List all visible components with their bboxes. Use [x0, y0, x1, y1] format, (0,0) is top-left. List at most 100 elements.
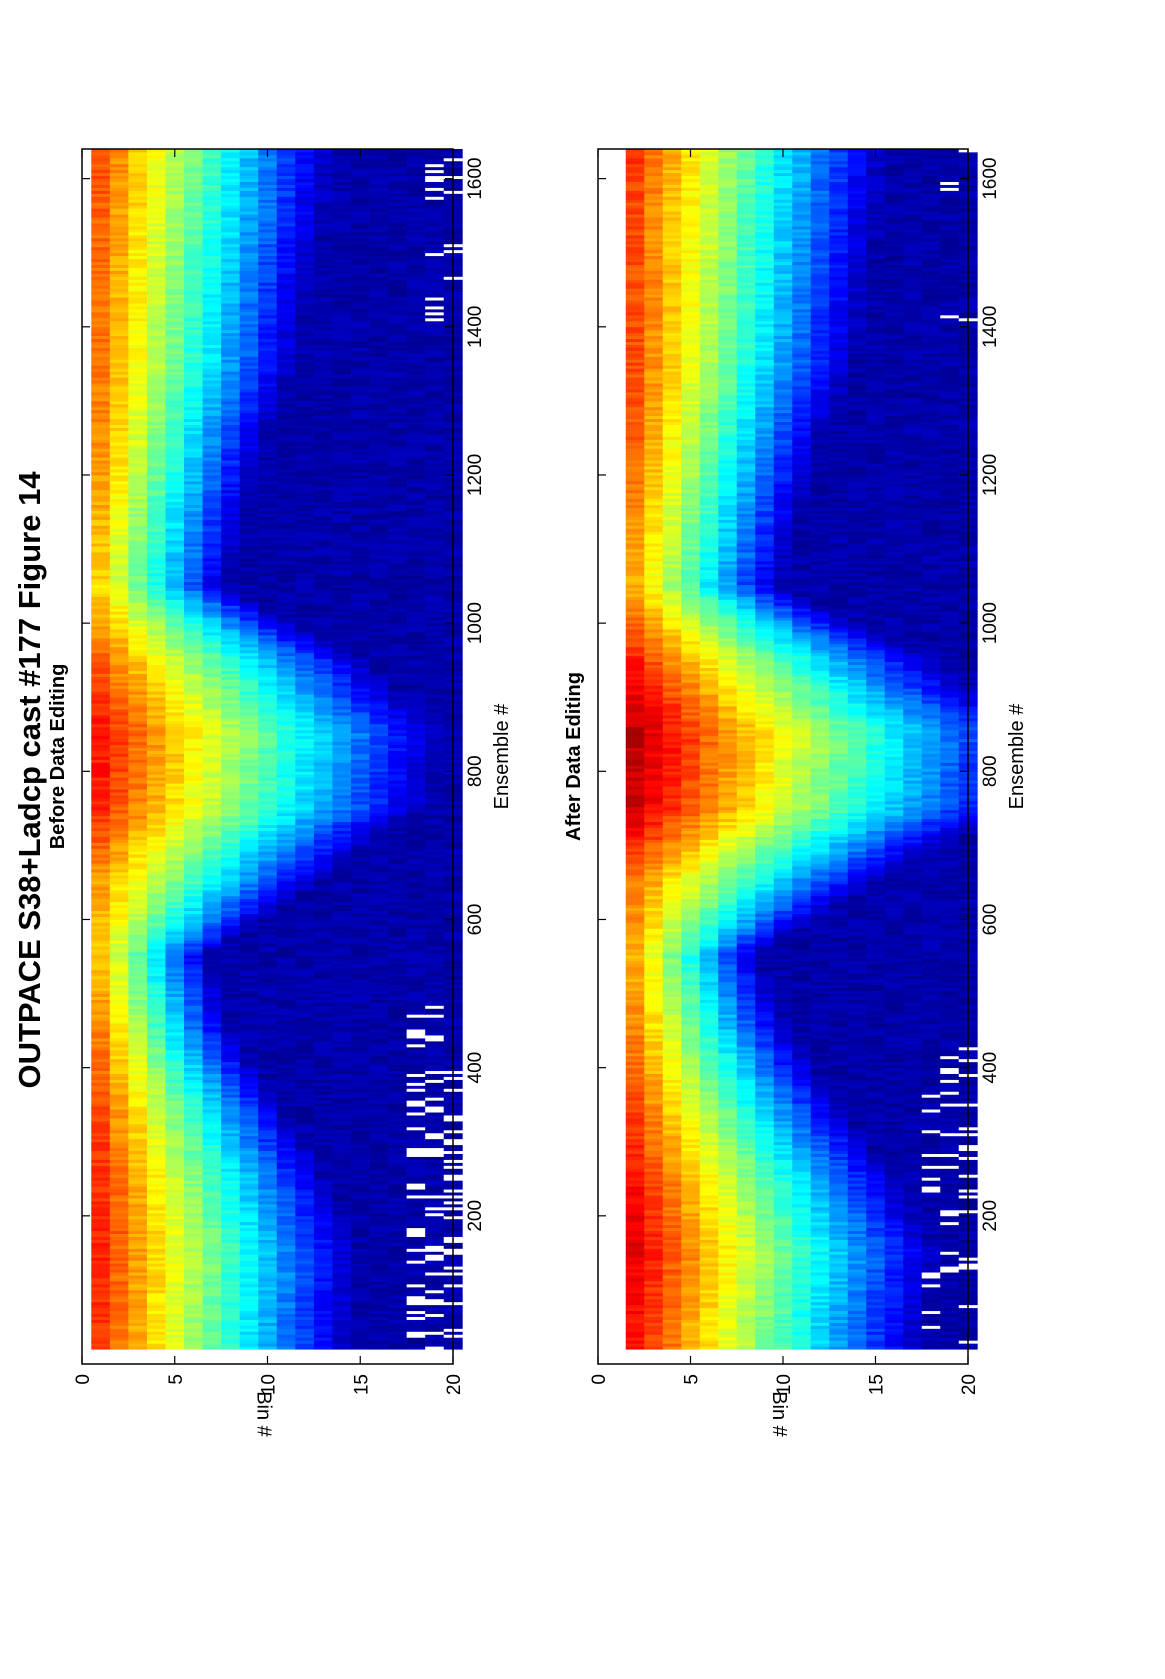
heatmap-cell [350, 1218, 370, 1223]
heatmap-cell [128, 1032, 148, 1036]
heatmap-cell [350, 860, 370, 864]
heatmap-cell [350, 848, 370, 852]
heatmap-cell [128, 1295, 148, 1300]
heatmap-cell [128, 1076, 148, 1080]
heatmap-cell [165, 907, 185, 911]
heatmap-cell [425, 1295, 445, 1300]
heatmap-cell [295, 635, 315, 639]
heatmap-cell [350, 1195, 370, 1199]
heatmap-cell [146, 886, 166, 891]
heatmap-cell [91, 1141, 111, 1146]
heatmap-cell [109, 854, 129, 858]
heatmap-cell [202, 652, 222, 657]
heatmap-cell [388, 1298, 408, 1303]
heatmap-cell [239, 1278, 259, 1282]
heatmap-cell [146, 952, 166, 956]
heatmap-cell [146, 670, 166, 674]
heatmap-cell [406, 1171, 426, 1175]
heatmap-cell [406, 922, 426, 926]
heatmap-cell [258, 1313, 278, 1317]
heatmap-cell [313, 824, 333, 829]
heatmap-cell [388, 646, 408, 651]
heatmap-cell [258, 1266, 278, 1270]
heatmap-cell [202, 1029, 222, 1033]
heatmap-cell [350, 913, 370, 917]
heatmap-cell [295, 803, 315, 808]
heatmap-cell [295, 1132, 315, 1137]
heatmap-cell [184, 1319, 203, 1323]
heatmap-cell [202, 1242, 222, 1246]
heatmap-cell [276, 1266, 296, 1270]
heatmap-cell [109, 1218, 129, 1223]
heatmap-cell [295, 1165, 315, 1169]
heatmap-cell [406, 771, 426, 775]
heatmap-cell [221, 747, 241, 751]
heatmap-cell [388, 1266, 408, 1270]
heatmap-cell [276, 1094, 296, 1098]
heatmap-cell [350, 1269, 370, 1273]
heatmap-cell [406, 1147, 426, 1152]
heatmap-cell [406, 1295, 426, 1300]
heatmap-cell [202, 1257, 222, 1261]
heatmap-cell [165, 1126, 185, 1131]
heatmap-cell [128, 608, 148, 612]
heatmap-cell [406, 617, 426, 621]
heatmap-cell [165, 715, 185, 719]
heatmap-cell [184, 664, 203, 668]
heatmap-cell [239, 723, 259, 728]
heatmap-cell [109, 774, 129, 778]
heatmap-cell [239, 863, 259, 867]
heatmap-cell [276, 741, 296, 746]
heatmap-cell [406, 1144, 426, 1149]
heatmap-cell [165, 910, 185, 914]
heatmap-cell [146, 658, 166, 663]
heatmap-cell [313, 1055, 333, 1060]
heatmap-cell [313, 765, 333, 769]
heatmap-cell [388, 1132, 408, 1137]
heatmap-cell [332, 712, 352, 716]
heatmap-cell [184, 916, 203, 920]
heatmap-cell [109, 1227, 129, 1232]
heatmap-cell [221, 1186, 241, 1190]
heatmap-cell [350, 1286, 370, 1291]
heatmap-cell [128, 1123, 148, 1128]
heatmap-cell [313, 1138, 333, 1143]
heatmap-cell [350, 901, 370, 906]
heatmap-cell [239, 854, 259, 858]
heatmap-cell [295, 1147, 315, 1152]
heatmap-cell [295, 1017, 315, 1021]
heatmap-cell [276, 1138, 296, 1143]
heatmap-cell [184, 1073, 203, 1077]
heatmap-cell [165, 771, 185, 775]
heatmap-cell [202, 750, 222, 754]
heatmap-cell [406, 854, 426, 858]
heatmap-cell [239, 913, 259, 917]
heatmap-cell [425, 1162, 445, 1166]
heatmap-cell [425, 1254, 445, 1258]
heatmap-cell [276, 875, 296, 879]
heatmap-cell [369, 809, 389, 814]
heatmap-cell [128, 1206, 148, 1211]
heatmap-cell [350, 1192, 370, 1196]
heatmap-cell [184, 795, 203, 799]
heatmap-cell [332, 960, 352, 965]
heatmap-cell [369, 958, 389, 962]
heatmap-cell [406, 1257, 426, 1261]
heatmap-cell [109, 670, 129, 674]
heatmap-cell [184, 821, 203, 826]
heatmap-cell [146, 1266, 166, 1270]
heatmap-cell [425, 738, 445, 743]
heatmap-cell [91, 1014, 111, 1018]
heatmap-cell [295, 1233, 315, 1237]
heatmap-cell [332, 1301, 352, 1306]
heatmap-cell [406, 1123, 426, 1128]
heatmap-cell [91, 1189, 111, 1193]
heatmap-cell [165, 984, 185, 989]
heatmap-cell [313, 1106, 333, 1110]
heatmap-cell [184, 1283, 203, 1288]
heatmap-cell [109, 1020, 129, 1024]
heatmap-cell [425, 1040, 445, 1045]
heatmap-cell [295, 1123, 315, 1128]
heatmap-cell [295, 1032, 315, 1036]
heatmap-cell [91, 1067, 111, 1072]
